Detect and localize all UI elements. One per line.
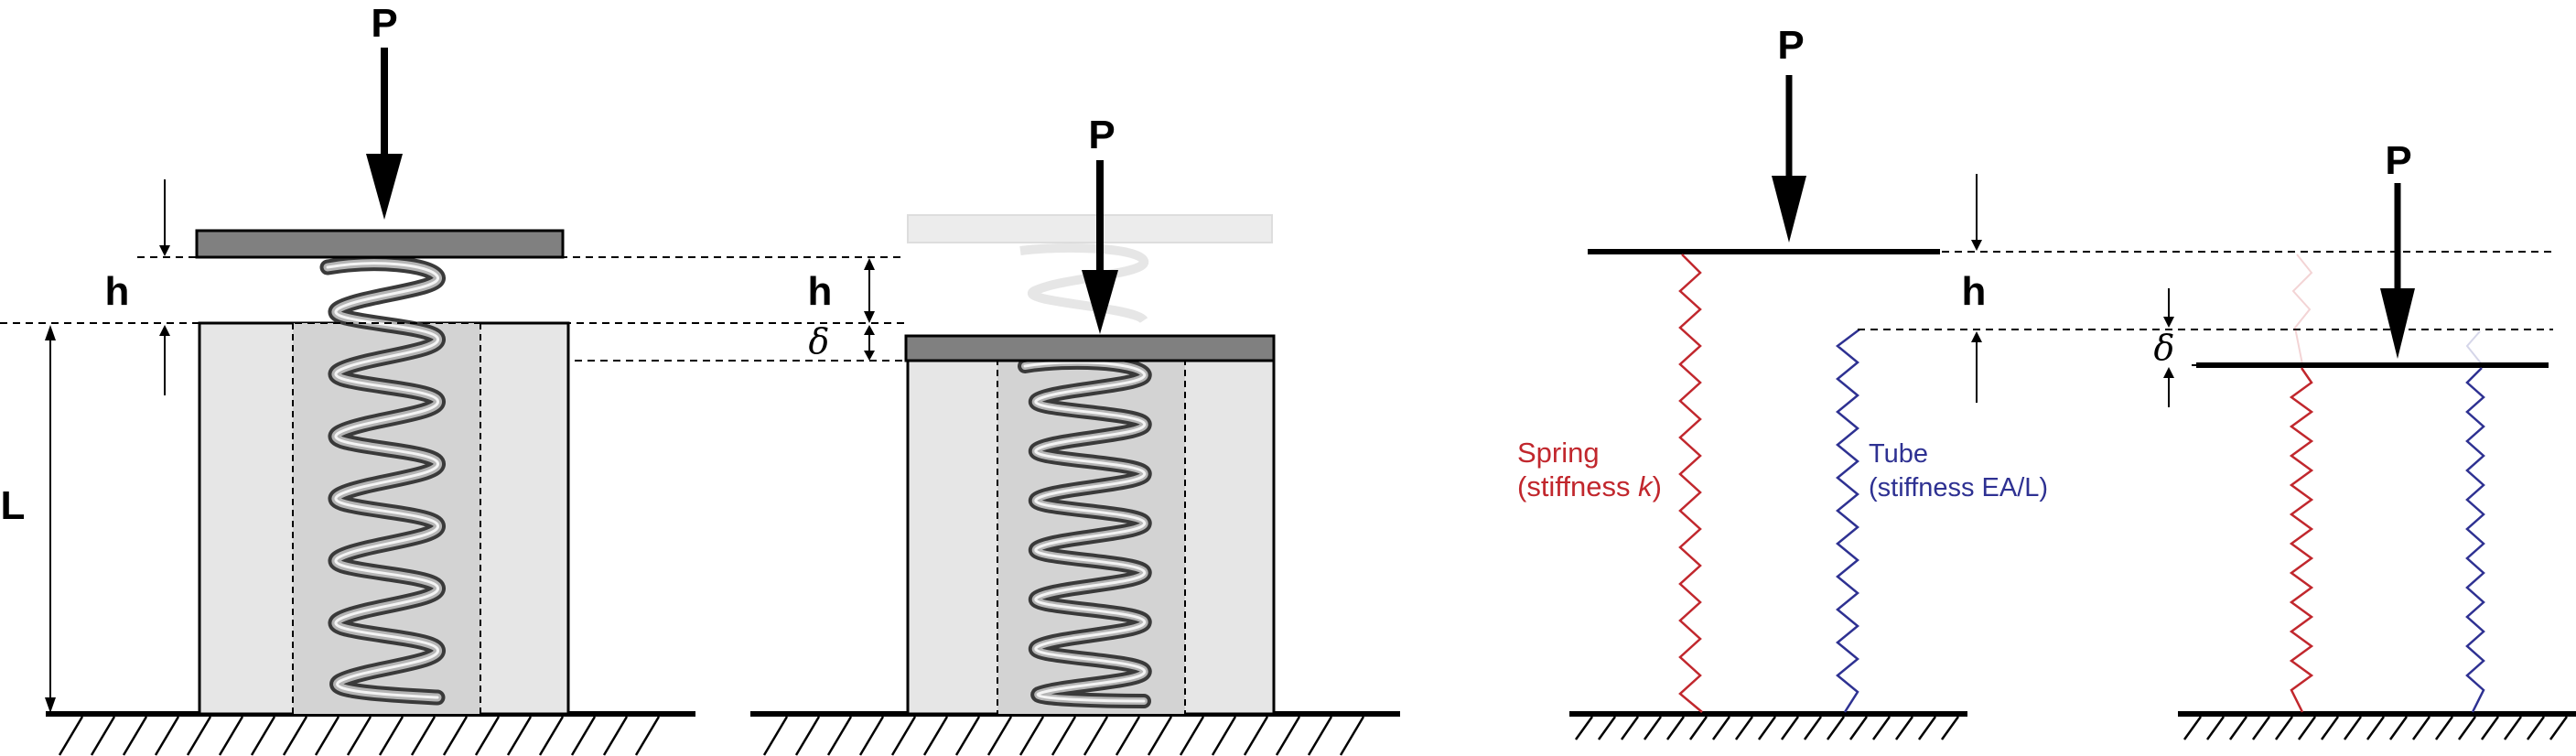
panel-spring-tube-loaded: P h δ <box>575 113 1400 756</box>
deflection-label: δ <box>2154 328 2175 368</box>
coil-spring-compressed <box>1018 354 1152 708</box>
ground-hatching <box>58 716 661 756</box>
panel-spring-tube-initial: P h L <box>0 1 904 756</box>
ghost-spring-tip <box>2291 254 2313 365</box>
load-arrow <box>2380 183 2415 359</box>
ghost-plate <box>907 214 1273 243</box>
load-arrow <box>1772 75 1806 243</box>
length-arrowhead-bottom <box>45 697 56 713</box>
gap-label: h <box>105 269 130 314</box>
spring-name-label: Spring <box>1517 437 1600 469</box>
coil-spring <box>319 255 446 706</box>
panel-schematic-initial: P Spring (stiffness k) Tube (stiffness E… <box>1517 23 2553 740</box>
length-label: L <box>1 483 26 528</box>
load-arrow <box>366 48 403 220</box>
length-arrowhead-top <box>45 325 56 340</box>
gap-label: h <box>808 269 833 314</box>
panel-schematic-loaded: P δ <box>2154 138 2576 740</box>
ghost-tube-tip <box>2465 330 2483 365</box>
ground-hatching <box>1574 716 1960 740</box>
spring-zigzag <box>2289 367 2314 713</box>
ghost-coil-spring <box>1019 243 1148 324</box>
load-arrow <box>1082 160 1118 334</box>
spring-zigzag <box>1678 254 1703 713</box>
ground-hatching <box>762 716 1365 756</box>
gap-label: h <box>1962 269 1987 314</box>
deflection-label: δ <box>809 321 830 362</box>
spring-stiffness-label: (stiffness k) <box>1517 470 1662 502</box>
tube-zigzag <box>2465 367 2485 713</box>
tube-name-label: Tube <box>1869 439 1928 469</box>
load-label: P <box>371 1 397 46</box>
ground-hatching <box>2183 716 2569 740</box>
load-plate <box>195 229 565 259</box>
load-label: P <box>2385 138 2411 183</box>
load-label: P <box>1088 113 1115 157</box>
load-plate <box>904 334 1276 362</box>
tube-zigzag <box>1835 329 1860 713</box>
tube-stiffness-label: (stiffness EA/L) <box>1869 473 2048 502</box>
load-label: P <box>1777 23 1804 68</box>
